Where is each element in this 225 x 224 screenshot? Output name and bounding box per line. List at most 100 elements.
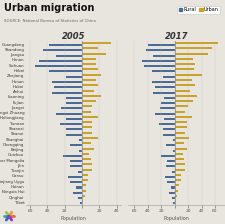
- Bar: [82, 111, 91, 113]
- Bar: [155, 113, 175, 115]
- Bar: [171, 187, 175, 189]
- Bar: [82, 105, 92, 107]
- X-axis label: Population: Population: [163, 216, 189, 221]
- Bar: [175, 111, 185, 113]
- Bar: [60, 123, 82, 125]
- Bar: [175, 74, 202, 76]
- Text: Urban migration: Urban migration: [4, 3, 95, 13]
- Bar: [56, 55, 82, 57]
- Bar: [67, 97, 82, 99]
- Bar: [146, 49, 175, 51]
- Bar: [68, 176, 82, 178]
- Bar: [161, 102, 175, 104]
- Bar: [166, 181, 175, 183]
- Bar: [175, 132, 185, 134]
- Bar: [67, 102, 82, 104]
- Bar: [82, 127, 92, 129]
- Bar: [175, 179, 181, 181]
- Bar: [163, 76, 175, 78]
- Bar: [82, 121, 92, 123]
- Bar: [82, 195, 85, 197]
- Bar: [82, 190, 86, 192]
- Bar: [172, 197, 175, 199]
- Bar: [164, 118, 175, 120]
- Bar: [175, 42, 218, 44]
- Bar: [175, 158, 184, 160]
- Bar: [82, 174, 88, 176]
- Bar: [78, 197, 82, 199]
- Bar: [56, 113, 82, 115]
- Bar: [82, 63, 96, 65]
- Bar: [175, 127, 187, 129]
- Bar: [79, 150, 82, 152]
- Bar: [82, 142, 91, 144]
- Bar: [148, 44, 175, 46]
- Bar: [82, 137, 98, 139]
- Bar: [166, 144, 175, 146]
- Bar: [175, 69, 194, 71]
- Bar: [82, 200, 83, 202]
- Bar: [52, 81, 82, 83]
- Bar: [52, 92, 82, 94]
- Bar: [166, 165, 175, 167]
- Legend: Rural, Urban: Rural, Urban: [177, 6, 220, 14]
- Bar: [175, 153, 183, 155]
- Bar: [82, 163, 92, 165]
- Bar: [163, 134, 175, 136]
- Bar: [153, 55, 175, 57]
- Bar: [70, 181, 82, 183]
- Title: 2017: 2017: [165, 32, 188, 41]
- Bar: [164, 97, 175, 99]
- Bar: [70, 160, 82, 162]
- Bar: [159, 123, 175, 125]
- Bar: [175, 142, 184, 144]
- Bar: [76, 187, 82, 189]
- Bar: [175, 121, 187, 123]
- Bar: [70, 144, 82, 146]
- Bar: [173, 150, 175, 152]
- Bar: [175, 53, 208, 55]
- Bar: [82, 148, 94, 150]
- Bar: [155, 86, 175, 88]
- Bar: [82, 132, 92, 134]
- Bar: [175, 185, 179, 187]
- Bar: [163, 129, 175, 130]
- Bar: [175, 163, 185, 165]
- X-axis label: Population: Population: [61, 216, 86, 221]
- Bar: [144, 65, 175, 67]
- Bar: [169, 192, 175, 194]
- Bar: [61, 107, 82, 109]
- Bar: [161, 155, 175, 157]
- Bar: [173, 139, 175, 141]
- Bar: [175, 63, 195, 65]
- Bar: [54, 86, 82, 88]
- Bar: [175, 105, 188, 107]
- Bar: [152, 81, 175, 83]
- Bar: [160, 107, 175, 109]
- Bar: [153, 92, 175, 94]
- Bar: [175, 58, 194, 60]
- Bar: [82, 47, 98, 49]
- Bar: [175, 116, 192, 118]
- Text: SOURCE: National Bureau of Statistics of China: SOURCE: National Bureau of Statistics of…: [4, 19, 96, 23]
- Bar: [82, 100, 96, 102]
- Bar: [39, 60, 82, 62]
- Bar: [67, 129, 82, 130]
- Bar: [82, 53, 106, 55]
- Bar: [175, 90, 190, 92]
- Bar: [78, 171, 82, 173]
- Bar: [152, 71, 175, 72]
- Bar: [175, 95, 198, 97]
- Bar: [82, 90, 94, 92]
- Bar: [82, 42, 111, 44]
- Bar: [82, 185, 86, 187]
- Bar: [82, 153, 89, 155]
- Bar: [165, 176, 175, 178]
- Bar: [175, 169, 185, 171]
- Bar: [173, 202, 175, 204]
- Bar: [73, 192, 82, 194]
- Bar: [142, 60, 175, 62]
- Bar: [63, 155, 82, 157]
- Bar: [175, 195, 177, 197]
- Bar: [67, 118, 82, 120]
